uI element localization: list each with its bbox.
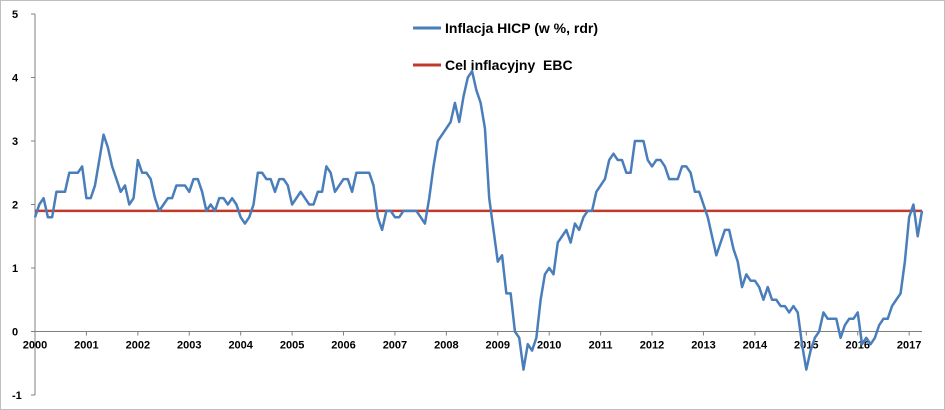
x-tick-label: 2000 <box>23 340 47 352</box>
series-group <box>33 69 924 371</box>
x-tick-label: 2014 <box>743 340 768 352</box>
x-tick-label: 2010 <box>537 340 561 352</box>
legend-target-label: Cel inflacyjny EBC <box>445 57 573 73</box>
x-tick-label: 2001 <box>74 340 98 352</box>
x-tick-label: 2016 <box>845 340 869 352</box>
x-tick-label: 2008 <box>434 340 458 352</box>
x-tick-label: 2007 <box>383 340 407 352</box>
x-tick-label: 2017 <box>897 340 921 352</box>
x-tick-label: 2002 <box>126 340 150 352</box>
y-tick-label: 3 <box>12 136 18 148</box>
x-tick-label: 2013 <box>691 340 715 352</box>
series-line-hicp <box>33 69 924 371</box>
x-tick-label: 2004 <box>228 340 253 352</box>
y-tick-label: 2 <box>12 200 18 212</box>
x-tick-label: 2011 <box>589 340 613 352</box>
y-tick-label: 5 <box>12 9 18 21</box>
x-tick-label: 2012 <box>640 340 664 352</box>
y-tick-label: -1 <box>12 390 22 402</box>
x-tick-label: 2006 <box>331 340 355 352</box>
legend: Inflacja HICP (w %, rdr) Cel inflacyjny … <box>413 20 598 73</box>
x-tick-label: 2003 <box>177 340 201 352</box>
y-tick-label: 4 <box>12 73 19 85</box>
legend-hicp-label: Inflacja HICP (w %, rdr) <box>445 20 598 36</box>
x-tick-label: 2009 <box>486 340 510 352</box>
y-tick-label: 1 <box>12 263 18 275</box>
x-axis: 2000 2001 2002 2003 2004 2005 2006 2007 2008 2009… <box>23 331 922 352</box>
y-tick-label: 0 <box>12 327 18 339</box>
x-tick-label: 2005 <box>280 340 304 352</box>
